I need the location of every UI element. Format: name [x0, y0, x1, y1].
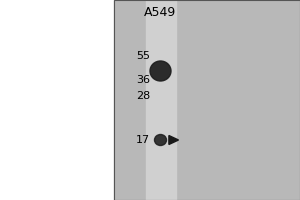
Text: 36: 36: [136, 75, 150, 85]
Text: 17: 17: [136, 135, 150, 145]
Bar: [114, 0, 300, 200]
Text: 55: 55: [136, 51, 150, 61]
Polygon shape: [169, 136, 178, 144]
Text: A549: A549: [144, 6, 177, 19]
Text: 28: 28: [136, 91, 150, 101]
Ellipse shape: [150, 61, 171, 81]
Ellipse shape: [154, 134, 166, 146]
Bar: [114, 0, 300, 200]
Bar: [146, 0, 176, 200]
